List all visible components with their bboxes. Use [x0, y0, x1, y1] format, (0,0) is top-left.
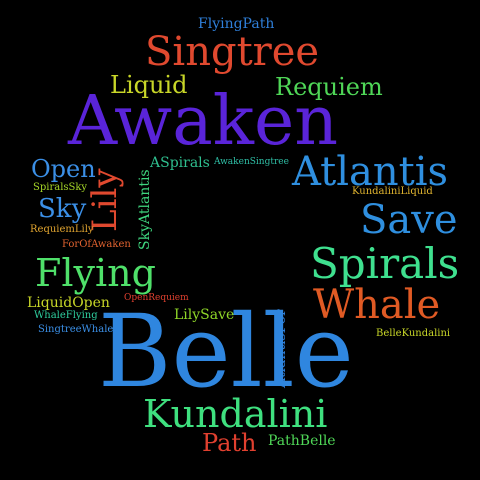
word-requiemlily: RequiemLily	[30, 224, 94, 235]
word-lilysave: LilySave	[174, 307, 235, 323]
word-whaleflying: WhaleFlying	[34, 310, 98, 321]
word-save: Save	[360, 197, 458, 243]
word-aspirals: ASpirals	[150, 155, 210, 171]
word-belle: Belle	[98, 293, 354, 410]
word-kundalini: Kundalini	[143, 392, 328, 436]
word-pathbelle: PathBelle	[268, 433, 336, 449]
word-singtreewhale: SingtreeWhale	[38, 324, 114, 335]
word-awaken: Awaken	[68, 82, 339, 161]
word-awakensingtree: AwakenSingtree	[214, 157, 289, 167]
word-forofawaken: ForOfAwaken	[62, 239, 131, 250]
word-openrequiem: OpenRequiem	[124, 293, 189, 303]
word-whale: Whale	[313, 282, 441, 328]
word-atlantis: Atlantis	[292, 149, 449, 195]
word-open: Open	[31, 155, 96, 183]
word-requiem: Requiem	[275, 73, 383, 101]
word-skyatlantis: SkyAtlantis	[137, 169, 153, 250]
word-flyingpath: FlyingPath	[198, 16, 275, 32]
word-singtree: Singtree	[145, 29, 320, 75]
word-kundaliniliquid: KundaliniLiquid	[352, 186, 433, 197]
word-lily: Lily	[85, 168, 125, 232]
word-spiralssky: SpiralsSky	[33, 182, 88, 193]
word-flying: Flying	[35, 251, 156, 295]
word-sky: Sky	[38, 194, 87, 224]
word-liquidopen: LiquidOpen	[27, 295, 110, 311]
word-bellekundalini: BelleKundalini	[376, 328, 451, 339]
word-liquid: Liquid	[110, 71, 188, 99]
word-path: Path	[202, 429, 257, 457]
word-spirals: Spirals	[310, 239, 460, 288]
